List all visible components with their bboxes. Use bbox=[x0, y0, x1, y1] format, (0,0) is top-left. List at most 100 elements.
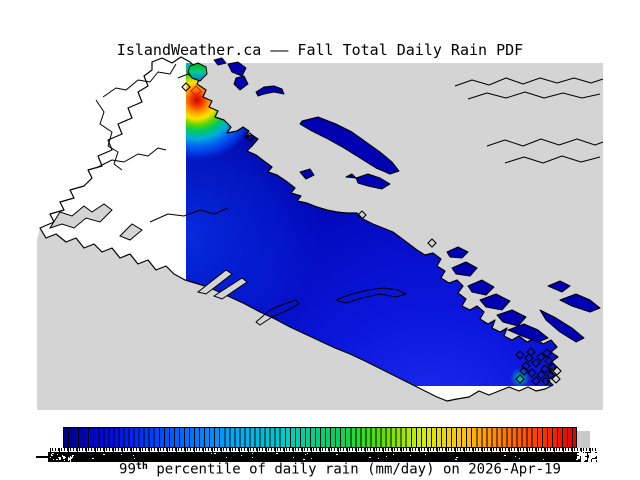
axis-speck bbox=[51, 453, 54, 455]
gulf-island bbox=[467, 279, 495, 296]
axis-dash bbox=[36, 456, 48, 458]
lake-outline bbox=[255, 299, 300, 326]
axis-speck bbox=[303, 458, 306, 460]
station-marker bbox=[515, 350, 525, 360]
axis-band bbox=[48, 452, 597, 462]
axis-speck bbox=[335, 454, 338, 456]
station-marker bbox=[181, 82, 191, 92]
axis-speck bbox=[134, 457, 136, 459]
station-marker bbox=[544, 356, 554, 366]
axis-speck bbox=[68, 457, 71, 460]
axis-speck bbox=[543, 458, 545, 460]
west-coast-inlets bbox=[48, 203, 248, 300]
mainland-inlet-line bbox=[486, 138, 604, 147]
inlet-line bbox=[95, 99, 123, 171]
inlet-sound bbox=[48, 203, 113, 229]
offshore-island bbox=[345, 173, 357, 179]
axis-speck bbox=[276, 453, 279, 455]
axis-speck bbox=[304, 454, 306, 456]
colorbar-shadow bbox=[577, 431, 590, 451]
gulf-island bbox=[446, 246, 469, 259]
axis-speck bbox=[592, 453, 594, 458]
inlet-sound bbox=[196, 269, 233, 295]
inlet-line bbox=[149, 207, 229, 223]
gulf-island bbox=[479, 293, 511, 311]
axis-speck bbox=[51, 454, 54, 456]
mainland-inlet-line bbox=[454, 77, 604, 87]
axis-speck bbox=[594, 453, 597, 456]
island-coastline bbox=[39, 56, 559, 402]
axis-speck bbox=[583, 452, 588, 456]
axis-speck bbox=[57, 453, 58, 455]
axis-speck bbox=[56, 458, 59, 460]
axis-speck bbox=[62, 455, 65, 458]
axis-speck bbox=[58, 457, 60, 459]
axis-speck bbox=[61, 454, 63, 457]
colorbar-label-prefix: 99 bbox=[119, 461, 136, 478]
minor-ticks bbox=[52, 448, 598, 451]
axis-speck bbox=[252, 457, 254, 459]
axis-speck bbox=[580, 452, 583, 455]
offshore-island bbox=[299, 168, 315, 180]
offshore-island bbox=[255, 85, 285, 97]
offshore-island bbox=[227, 61, 247, 77]
axis-speck bbox=[392, 454, 394, 456]
axis-speck bbox=[63, 458, 66, 460]
station-marker bbox=[531, 376, 541, 386]
axis-speck bbox=[368, 456, 371, 458]
colorbar-label-suffix: percentile of daily rain (mm/day) on 202… bbox=[147, 461, 561, 478]
axis-speck bbox=[52, 459, 54, 461]
axis-speck bbox=[68, 458, 70, 461]
axis-speck bbox=[70, 457, 72, 460]
axis-speck bbox=[386, 456, 388, 458]
axis-speck bbox=[50, 454, 52, 457]
axis-speck bbox=[592, 458, 596, 462]
station-marker bbox=[521, 361, 531, 371]
axis-speck bbox=[307, 453, 309, 455]
axis-speck bbox=[211, 453, 213, 455]
station-marker bbox=[536, 352, 546, 362]
axis-speck bbox=[583, 454, 586, 457]
axis-speck bbox=[576, 458, 578, 461]
colorbar bbox=[63, 427, 577, 448]
axis-speck bbox=[59, 457, 61, 460]
axis-speck bbox=[591, 459, 593, 462]
axis-speck bbox=[576, 455, 580, 459]
axis-speck bbox=[583, 452, 585, 454]
axis-speck bbox=[65, 456, 67, 458]
inlet-line bbox=[95, 147, 167, 169]
axis-speck bbox=[591, 452, 595, 455]
axis-speck bbox=[50, 457, 52, 459]
axis-speck bbox=[120, 453, 122, 455]
station-marker bbox=[551, 374, 561, 384]
axis-speck bbox=[515, 456, 517, 458]
gulf-island bbox=[451, 261, 478, 277]
mainland-inlet-line bbox=[467, 91, 601, 100]
axis-speck bbox=[292, 457, 294, 459]
axis-speck bbox=[588, 456, 592, 459]
axis-speck bbox=[213, 453, 216, 455]
axis-speck bbox=[252, 453, 254, 455]
inlet-sound bbox=[212, 277, 248, 300]
axis-speck bbox=[518, 457, 520, 459]
axis-speck bbox=[456, 456, 459, 458]
axis-speck bbox=[58, 456, 61, 458]
gulf-island bbox=[547, 280, 571, 293]
station-marker bbox=[527, 368, 537, 378]
axis-speck bbox=[67, 456, 69, 458]
axis-speck bbox=[589, 455, 591, 457]
axis-speck bbox=[71, 457, 74, 459]
axis-speck bbox=[593, 458, 597, 460]
offshore-island bbox=[213, 57, 227, 66]
north-coast-line bbox=[102, 63, 177, 98]
offshore-island bbox=[233, 75, 249, 91]
lake-outline bbox=[335, 287, 407, 304]
axis-speck bbox=[410, 455, 412, 457]
axis-speck bbox=[580, 455, 585, 458]
station-marker bbox=[541, 376, 551, 386]
teal-station-marker bbox=[515, 374, 525, 384]
axis-speck bbox=[378, 457, 380, 459]
station-marker bbox=[427, 238, 437, 248]
